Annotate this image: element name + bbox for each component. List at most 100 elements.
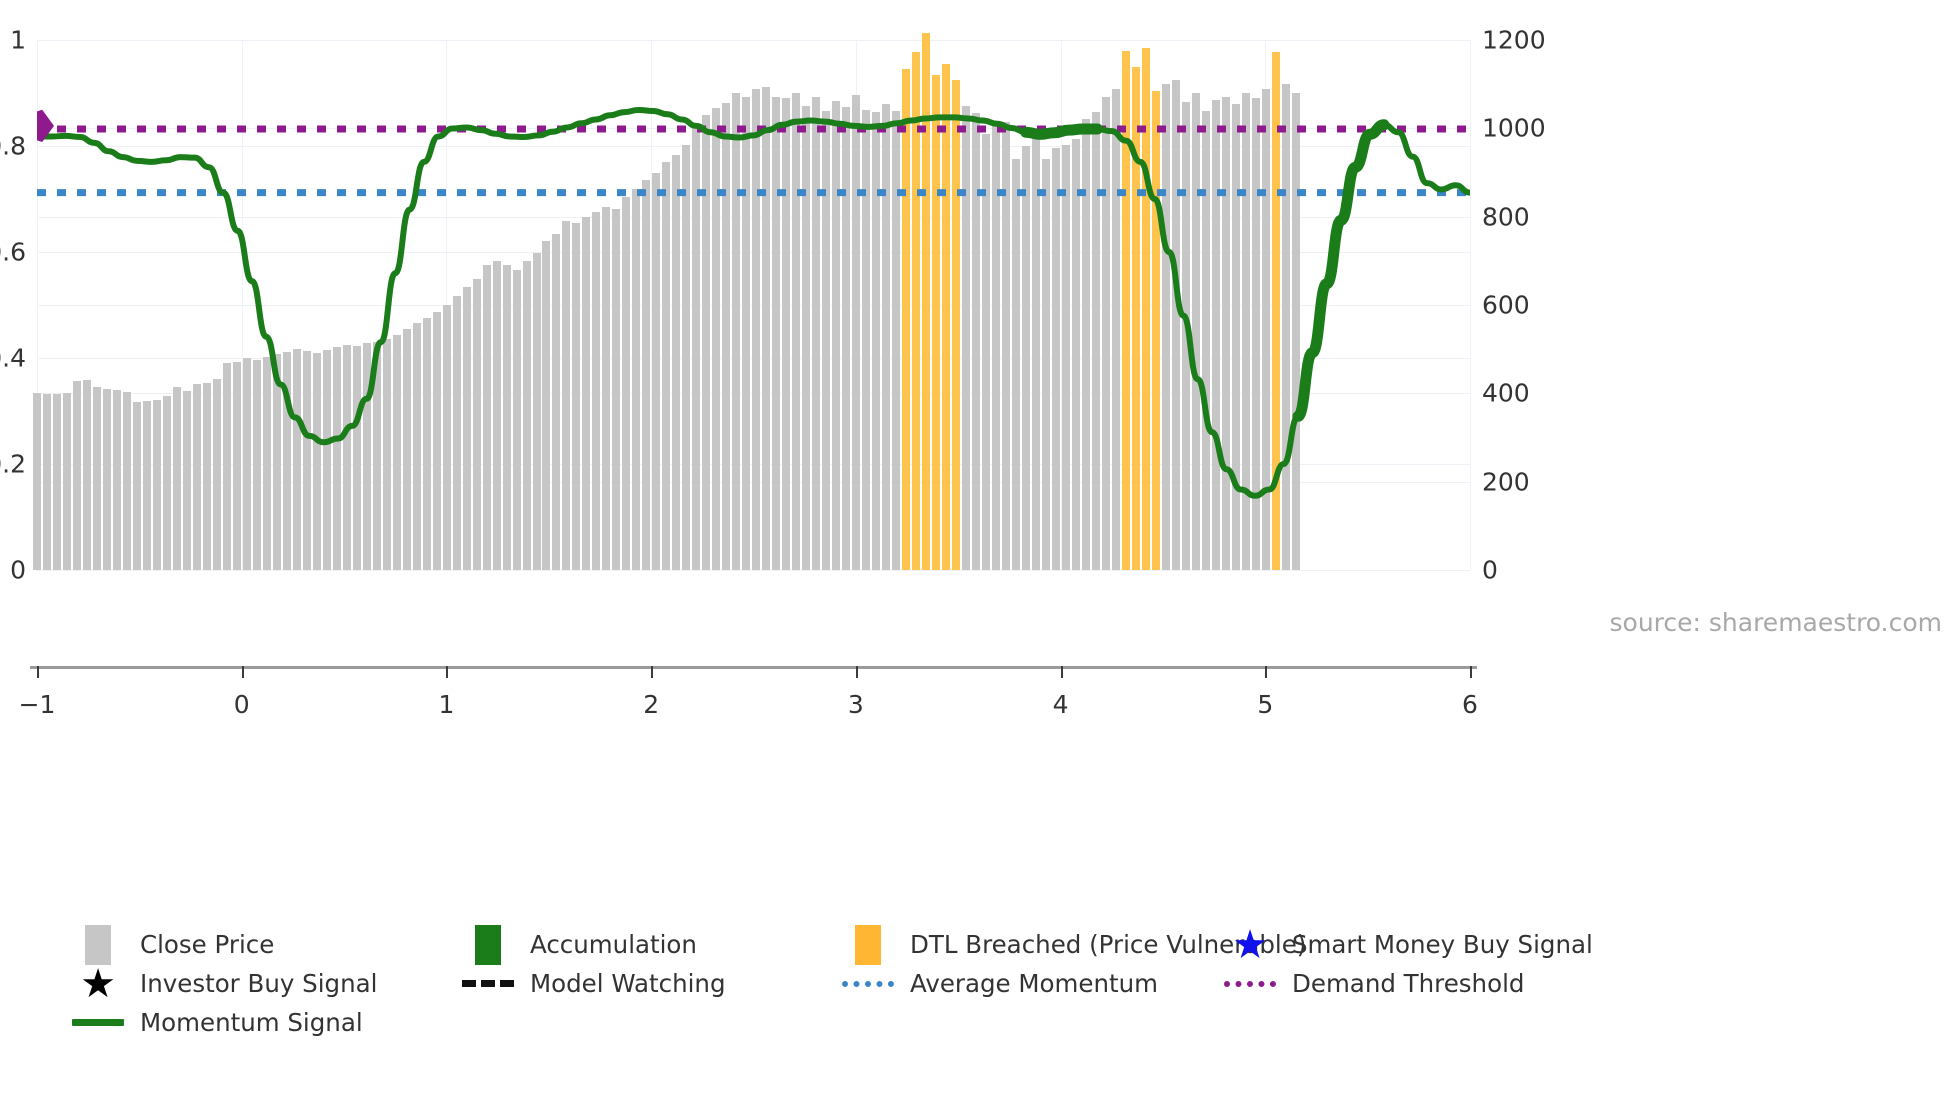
close-price-bar (862, 109, 871, 570)
close-price-bar (732, 93, 741, 570)
close-price-bar (582, 216, 591, 570)
legend-swatch-icon (85, 924, 111, 965)
close-price-bar (1081, 118, 1090, 570)
left-axis-tick-label: 0.8 (0, 131, 26, 161)
legend-swatch-icon (72, 924, 124, 965)
close-price-bar (702, 115, 711, 570)
close-price-bar (202, 382, 211, 570)
close-price-bar (652, 172, 661, 570)
close-price-bar (132, 401, 141, 570)
x-axis-tick (1060, 666, 1063, 678)
legend-label: Model Watching (530, 969, 726, 998)
momentum-signal-line (37, 106, 1470, 499)
x-axis-tick (1265, 666, 1268, 678)
close-price-bar (532, 252, 541, 570)
legend-swatch-icon (462, 924, 514, 965)
close-price-bar (752, 88, 761, 570)
legend-demand-threshold[interactable]: Demand Threshold (1224, 969, 1524, 998)
close-price-bar (822, 110, 831, 570)
legend-investor-buy-signal[interactable]: ★ Investor Buy Signal (72, 964, 462, 1004)
legend-model-watching[interactable]: Model Watching (462, 969, 842, 998)
legend-dtl-breached[interactable]: DTL Breached (Price Vulnerable) (842, 924, 1306, 965)
close-price-bar (1241, 93, 1250, 570)
close-price-bar (622, 196, 631, 570)
close-price-bar (472, 278, 481, 570)
plot-area (33, 33, 1471, 571)
legend-row: ★ Investor Buy Signal Model Watching Aver… (72, 964, 1932, 1004)
close-price-bar (962, 106, 971, 570)
close-price-bar (382, 339, 391, 570)
close-price-bar (1002, 121, 1011, 570)
close-price-bar (1022, 146, 1031, 570)
legend-label: Demand Threshold (1292, 969, 1525, 998)
close-price-bar (972, 112, 981, 570)
close-price-bar (112, 390, 121, 570)
close-price-bar (312, 352, 321, 570)
close-price-bar (612, 208, 621, 570)
dtl-breached-bar (932, 75, 941, 570)
close-price-bar (542, 241, 551, 570)
close-price-bar (332, 346, 341, 570)
legend-dashed-line-icon (462, 980, 514, 987)
close-price-bar (352, 345, 361, 570)
legend-close-price[interactable]: Close Price (72, 924, 462, 965)
close-price-bar (712, 108, 721, 570)
close-price-bar (82, 380, 91, 570)
legend-label: Accumulation (530, 930, 697, 959)
close-price-bar (782, 98, 791, 570)
close-price-bar (812, 96, 821, 570)
legend-line-icon (72, 1019, 124, 1026)
left-axis-tick-label: 0.4 (0, 343, 26, 373)
legend-dotted-line-icon (1224, 980, 1276, 987)
close-price-bar (662, 162, 671, 570)
close-price-bar (462, 287, 471, 570)
close-price-bar (742, 97, 751, 570)
close-price-bar (1221, 96, 1230, 570)
close-price-bar (432, 311, 441, 570)
right-axis-tick-label: 600 (1482, 290, 1530, 320)
x-axis-tick (855, 666, 858, 678)
right-axis-tick-label: 200 (1482, 467, 1530, 497)
star-icon: ★ (1232, 921, 1268, 968)
close-price-bar (172, 387, 181, 570)
close-price-bar (1012, 159, 1021, 570)
source-attribution: source: sharemaestro.com (1609, 608, 1943, 637)
close-price-bar (762, 86, 771, 570)
right-axis-tick-label: 0 (1482, 555, 1498, 585)
legend-momentum-signal[interactable]: Momentum Signal (72, 1008, 462, 1037)
x-axis-line (30, 666, 1477, 669)
close-price-bar (33, 393, 41, 570)
x-axis-tick-label: −1 (18, 690, 56, 719)
x-axis-tick (241, 666, 244, 678)
series-overlay (37, 106, 1470, 499)
x-axis-tick-label: 1 (438, 690, 455, 719)
legend-accumulation[interactable]: Accumulation (462, 924, 842, 965)
legend-line-icon (72, 1019, 124, 1026)
legend-label: Momentum Signal (140, 1008, 363, 1037)
close-price-bar (452, 296, 461, 570)
close-price-bar (672, 154, 681, 570)
close-price-bar (362, 343, 371, 570)
left-axis-tick-label: 1 (10, 25, 26, 55)
close-price-bar (1191, 93, 1200, 570)
close-price-bar (182, 390, 191, 570)
close-price-bar (772, 97, 781, 570)
dtl-breached-bar (1121, 51, 1130, 570)
close-price-bar (1291, 93, 1300, 570)
close-price-bar (852, 95, 861, 570)
close-price-bar (632, 189, 641, 570)
x-axis-tick (446, 666, 449, 678)
close-price-bar (842, 107, 851, 570)
close-price-bar (372, 342, 381, 570)
close-price-bar (982, 133, 991, 570)
legend-swatch-icon (475, 924, 501, 965)
legend-label: Close Price (140, 930, 275, 959)
right-axis-tick-label: 400 (1482, 378, 1530, 408)
close-price-bar (222, 362, 231, 570)
accumulation-segment (1292, 119, 1390, 422)
legend-average-momentum[interactable]: Average Momentum (842, 969, 1224, 998)
close-price-bar (832, 100, 841, 570)
close-price-bar (792, 93, 801, 570)
legend-smart-money-buy-signal[interactable]: ★ Smart Money Buy Signal (1224, 925, 1593, 965)
gridline-vertical (651, 40, 653, 570)
